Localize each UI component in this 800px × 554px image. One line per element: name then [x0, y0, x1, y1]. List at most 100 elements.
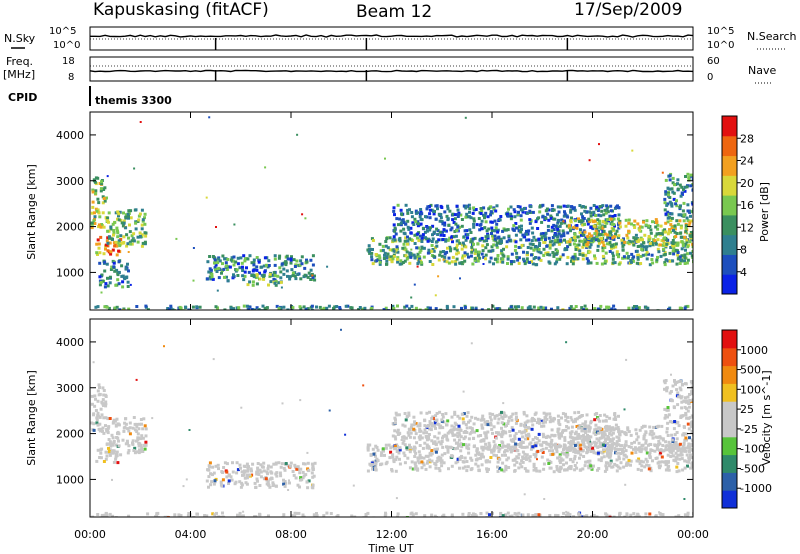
- velocity-cell: [683, 396, 687, 400]
- power-cell: [295, 259, 299, 263]
- velocity-cell: [516, 456, 520, 460]
- power-cell: [569, 229, 572, 233]
- power-cell: [464, 116, 467, 119]
- velocity-cell: [105, 428, 109, 431]
- velocity-cell: [482, 418, 486, 422]
- velocity-cell: [583, 426, 587, 430]
- velocity-cell: [686, 511, 690, 515]
- power-cell: [428, 216, 432, 220]
- power-cell: [552, 242, 556, 246]
- velocity-cell: [229, 475, 233, 479]
- velocity-cell: [563, 436, 567, 440]
- power-cell: [673, 241, 677, 245]
- power-cell: [432, 249, 436, 253]
- power-cell: [444, 238, 448, 242]
- power-cell: [509, 305, 513, 309]
- velocity-cell: [253, 481, 257, 485]
- power-cell: [664, 221, 668, 225]
- power-cell: [574, 305, 578, 308]
- colorbar-tick-label: -1000: [740, 482, 772, 495]
- velocity-cell: [283, 468, 287, 472]
- velocity-cell: [550, 428, 554, 432]
- power-cell: [95, 251, 99, 255]
- velocity-cell: [644, 512, 648, 516]
- velocity-cell: [406, 431, 410, 435]
- power-cell: [586, 222, 590, 226]
- velocity-cell: [136, 432, 140, 436]
- power-cell: [277, 307, 281, 310]
- power-cell: [442, 234, 446, 237]
- y-tick-label: 4000: [56, 129, 84, 142]
- velocity-cell: [126, 451, 130, 455]
- velocity-cell: [569, 457, 573, 461]
- velocity-cell: [99, 428, 103, 432]
- velocity-cell: [107, 425, 111, 429]
- velocity-cell: [453, 438, 457, 442]
- power-cell: [517, 229, 521, 233]
- velocity-cell: [305, 480, 309, 484]
- velocity-cell: [362, 384, 365, 387]
- velocity-cell: [439, 457, 443, 460]
- velocity-cell: [687, 402, 691, 405]
- velocity-cell: [554, 513, 557, 517]
- power-cell: [589, 206, 593, 210]
- velocity-cell: [542, 419, 545, 423]
- power-cell: [491, 304, 495, 308]
- noise-sky-label: N.Sky: [4, 32, 36, 45]
- velocity-cell: [614, 423, 618, 427]
- power-cell: [561, 308, 565, 310]
- power-cell: [298, 305, 302, 309]
- velocity-cell: [485, 467, 489, 471]
- velocity-cell: [610, 448, 613, 452]
- velocity-cell: [572, 515, 576, 517]
- power-cell: [597, 226, 601, 230]
- power-cell: [419, 222, 423, 226]
- power-cell: [608, 242, 612, 246]
- power-cell: [276, 274, 280, 278]
- power-cell: [211, 255, 215, 258]
- velocity-cell: [577, 426, 580, 430]
- power-cell: [235, 268, 239, 272]
- velocity-cell: [467, 451, 471, 455]
- velocity-cell: [560, 451, 564, 455]
- power-cell: [205, 196, 208, 199]
- velocity-cell: [673, 380, 677, 384]
- velocity-cell: [476, 417, 480, 421]
- velocity-cell: [269, 465, 273, 469]
- velocity-cell: [225, 470, 229, 474]
- velocity-cell: [117, 439, 120, 443]
- power-cell: [655, 232, 659, 236]
- velocity-cell: [683, 498, 686, 500]
- power-cell: [112, 261, 116, 265]
- velocity-cell: [438, 458, 442, 462]
- velocity-cell: [403, 461, 407, 465]
- power-cell: [416, 252, 420, 256]
- velocity-cell: [279, 474, 283, 478]
- power-cell: [666, 232, 670, 236]
- power-cell: [594, 207, 598, 211]
- power-cell: [392, 235, 396, 239]
- power-cell: [656, 238, 660, 242]
- power-cell: [542, 240, 546, 244]
- velocity-cell: [418, 444, 422, 447]
- power-cell: [621, 244, 625, 248]
- power-cell: [226, 258, 230, 261]
- power-cell: [450, 238, 453, 241]
- power-cell: [477, 250, 481, 254]
- power-cell: [517, 256, 521, 260]
- power-cell: [419, 210, 423, 214]
- power-cell: [445, 214, 449, 218]
- velocity-cell: [462, 443, 465, 447]
- power-cell: [322, 306, 326, 310]
- velocity-cell: [654, 457, 658, 460]
- colorbar-segment: [722, 383, 737, 402]
- velocity-cell: [681, 445, 685, 449]
- velocity-cell: [241, 515, 245, 517]
- power-cell: [420, 261, 423, 265]
- power-cell: [491, 248, 495, 252]
- velocity-cell: [510, 445, 513, 449]
- velocity-cell: [607, 451, 610, 455]
- velocity-cell: [573, 457, 577, 461]
- velocity-cell: [115, 436, 119, 439]
- velocity-cell: [648, 453, 651, 457]
